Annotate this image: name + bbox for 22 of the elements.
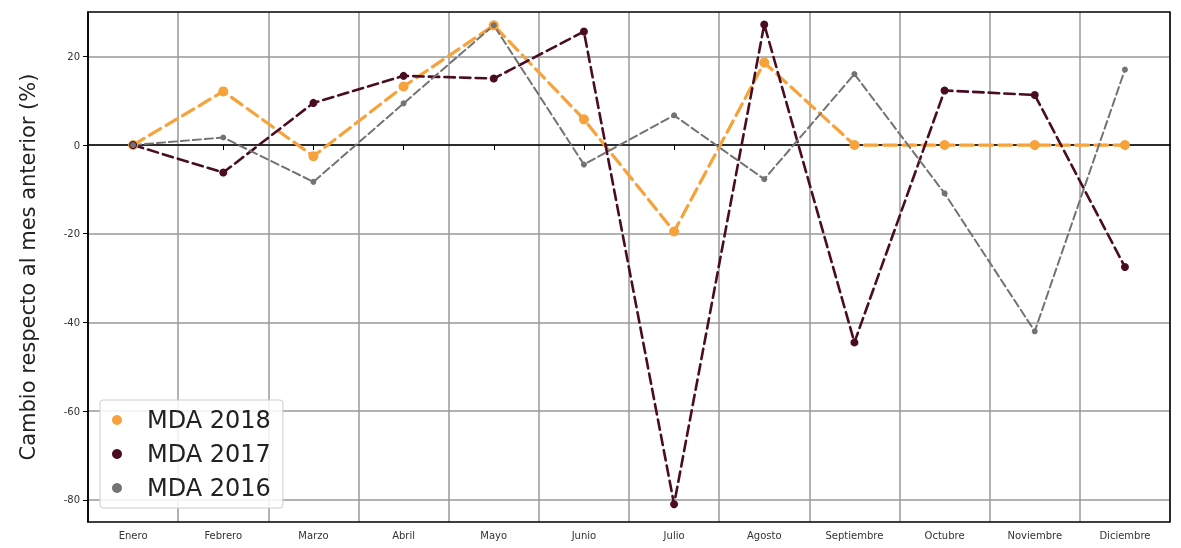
legend-label: MDA 2016 [147, 474, 271, 502]
x-tick-label: Octubre [924, 529, 965, 541]
x-tick-label: Noviembre [1007, 529, 1063, 541]
y-tick-label: 0 [73, 139, 80, 151]
x-tick-label: Febrero [204, 529, 243, 541]
y-axis-title: Cambio respecto al mes anterior (%) [15, 73, 40, 461]
legend-label: MDA 2017 [147, 440, 271, 468]
x-tick-label: Abril [392, 529, 416, 541]
x-tick-label: Septiembre [825, 529, 884, 541]
y-tick-label: -80 [63, 494, 80, 506]
x-tick-label: Junio [570, 529, 597, 541]
legend-label: MDA 2018 [147, 406, 271, 434]
y-tick-label: 20 [67, 50, 80, 62]
x-tick-label: Agosto [746, 529, 782, 541]
x-tick-label: Marzo [298, 529, 329, 541]
x-tick-label: Mayo [480, 529, 508, 541]
y-tick-label: -40 [63, 316, 80, 328]
x-tick-label: Diciembre [1099, 529, 1151, 541]
y-tick-label: -60 [63, 405, 80, 417]
x-tick-label: Julio [662, 529, 685, 541]
x-tick-label: Enero [118, 529, 148, 541]
y-tick-label: -20 [63, 228, 80, 240]
